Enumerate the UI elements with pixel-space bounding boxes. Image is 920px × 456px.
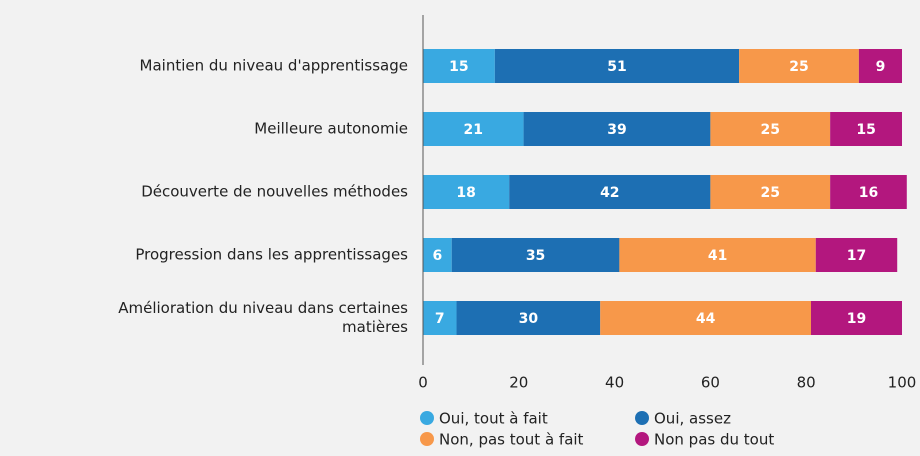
bar-segment [619, 238, 816, 272]
value-label: 15 [856, 122, 875, 138]
legend-swatch [635, 432, 649, 446]
bar-segment [423, 49, 495, 83]
bar-segment [509, 175, 711, 209]
category-label: Meilleure autonomie [254, 119, 408, 138]
bar-segment [710, 175, 831, 209]
value-label: 18 [456, 185, 475, 201]
value-label: 7 [435, 311, 445, 327]
value-label: 17 [847, 248, 866, 264]
value-label: 25 [761, 185, 780, 201]
bar-segment [739, 49, 859, 83]
x-tick-label: 60 [701, 374, 720, 392]
bar-segment [456, 301, 601, 335]
bar-segment [523, 112, 711, 146]
bar-segment [451, 238, 620, 272]
category-label: Découverte de nouvelles méthodes [141, 182, 408, 201]
legend-label: Oui, tout à fait [439, 410, 548, 428]
x-tick-label: 80 [797, 374, 816, 392]
legend-label: Non pas du tout [654, 431, 774, 449]
value-label: 39 [607, 122, 626, 138]
legend-swatch [635, 411, 649, 425]
value-label: 19 [847, 311, 866, 327]
bar-segment [858, 49, 902, 83]
value-label: 41 [708, 248, 727, 264]
bar-segment [815, 238, 898, 272]
value-label: 25 [761, 122, 780, 138]
bar-segment [600, 301, 811, 335]
category-label: Maintien du niveau d'apprentissage [139, 56, 408, 75]
bar-segment [830, 175, 907, 209]
value-label: 42 [600, 185, 619, 201]
bar-segment [423, 301, 457, 335]
x-tick-label: 20 [509, 374, 528, 392]
bar-segment [710, 112, 831, 146]
x-tick-label: 0 [418, 374, 428, 392]
value-label: 21 [464, 122, 483, 138]
bar-segment [423, 112, 524, 146]
value-label: 35 [526, 248, 545, 264]
value-label: 25 [789, 59, 808, 75]
value-label: 6 [432, 248, 442, 264]
category-label: Progression dans les apprentissages [135, 245, 408, 264]
bar-segment [830, 112, 902, 146]
value-label: 15 [449, 59, 468, 75]
value-label: 9 [876, 59, 886, 75]
legend-label: Non, pas tout à fait [439, 431, 584, 449]
bar-segment [423, 238, 452, 272]
value-label: 30 [519, 311, 539, 327]
value-label: 51 [607, 59, 626, 75]
value-label: 44 [696, 311, 716, 327]
bar-segment [423, 175, 510, 209]
legend-swatch [420, 432, 434, 446]
x-tick-label: 40 [605, 374, 624, 392]
value-label: 16 [859, 185, 878, 201]
x-tick-label: 100 [888, 374, 917, 392]
legend-label: Oui, assez [654, 410, 731, 428]
bar-segment [810, 301, 902, 335]
bar-segment [494, 49, 740, 83]
category-label: Amélioration du niveau dans certaines ma… [118, 299, 408, 336]
legend-swatch [420, 411, 434, 425]
